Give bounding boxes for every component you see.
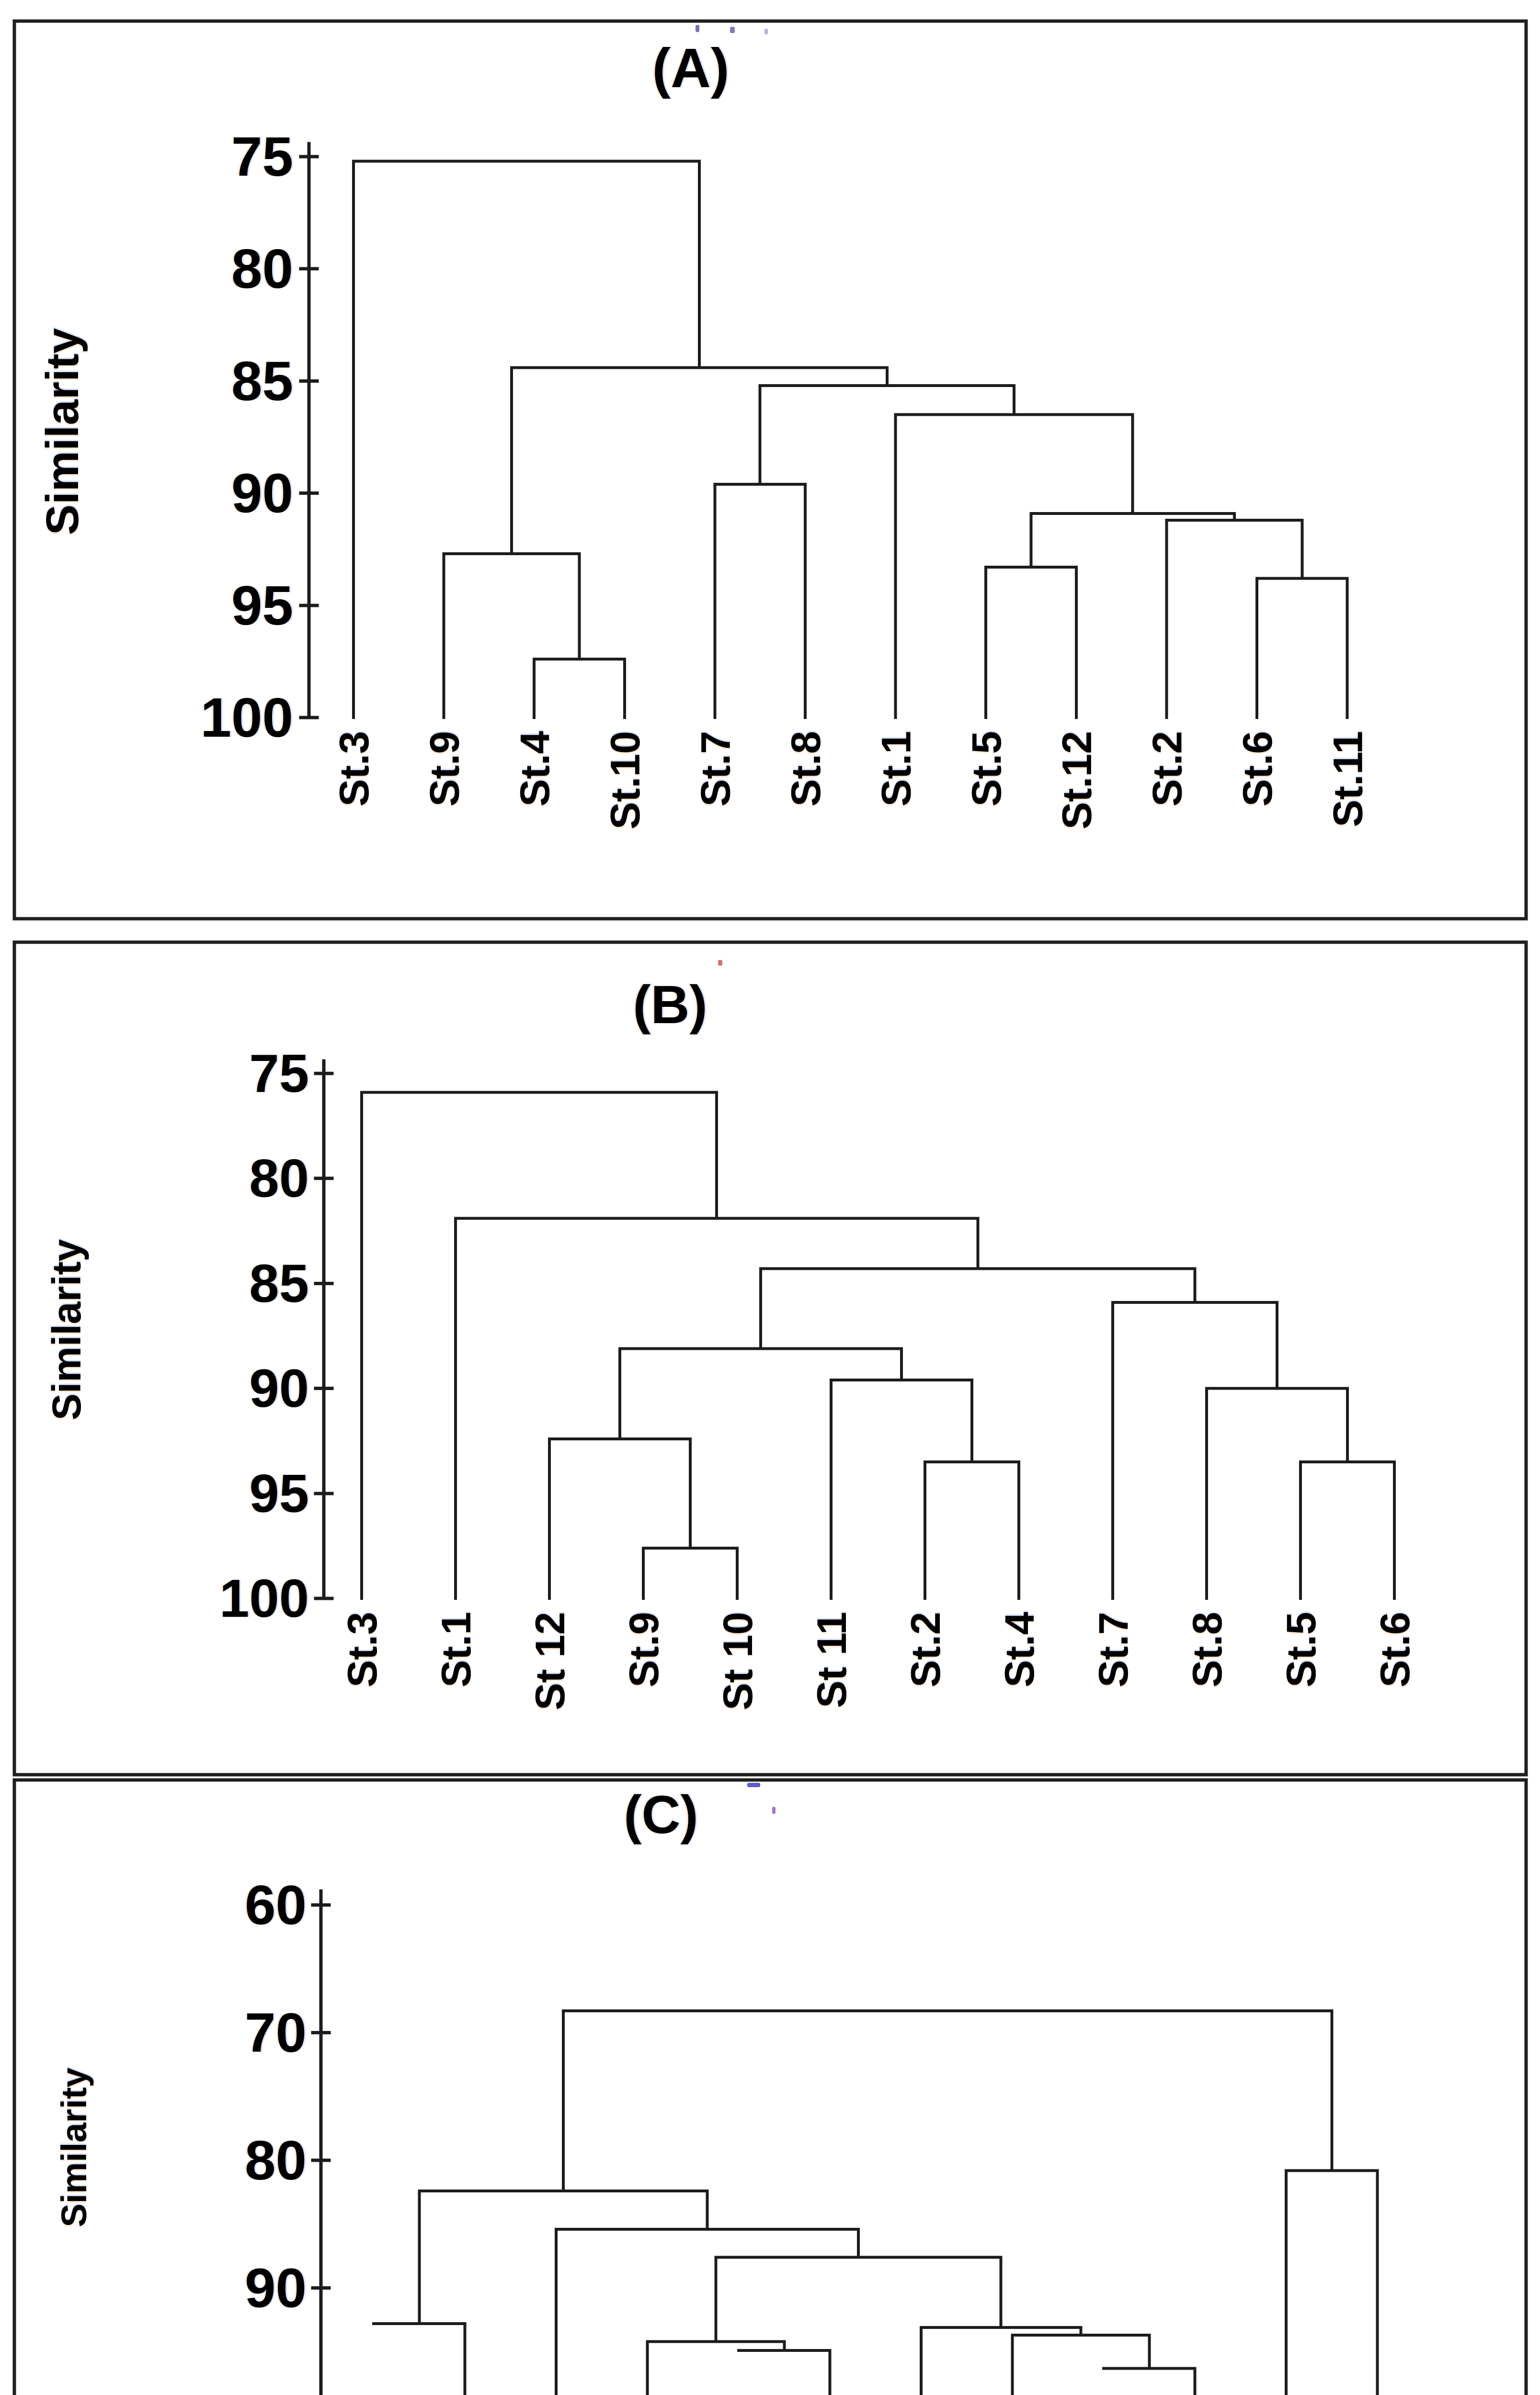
y-axis-tick-label: 100 (219, 1569, 309, 1629)
leaf-label: St.8 (1185, 1612, 1231, 1688)
leaf-label: St.12 (1054, 731, 1100, 830)
leaf-label: St.4 (512, 731, 558, 807)
y-axis-tick-label: 100 (200, 686, 293, 749)
panel-frame (12, 19, 1528, 921)
y-axis-tick-label: 85 (231, 350, 293, 412)
y-axis-title: Similarity (54, 2067, 94, 2227)
leaf-label: St.8 (783, 731, 829, 807)
y-axis-tick-label: 80 (245, 2129, 307, 2191)
leaf-label: St.5 (1278, 1612, 1324, 1688)
y-axis-tick-label: 90 (245, 2257, 307, 2319)
y-axis-title: Similarity (37, 328, 88, 535)
leaf-label: St.6 (1372, 1612, 1418, 1688)
leaf-label: St.1 (874, 731, 920, 807)
dendrogram-panel-b: (B) Similarity 75 80 85 90 95 100 St.3 St.1 St 12 S… (12, 940, 1528, 1777)
leaf-label: St.2 (903, 1612, 949, 1688)
leaf-label: St 12 (527, 1612, 573, 1711)
leaf-label: St.7 (693, 731, 739, 807)
panel-frame (12, 940, 1528, 1777)
leaf-label: St.7 (1091, 1612, 1137, 1688)
leaf-label: St.10 (603, 731, 649, 830)
y-axis-tick-label: 95 (231, 574, 293, 637)
leaf-label: St.6 (1235, 731, 1281, 807)
leaf-label: St.5 (964, 731, 1010, 807)
leaf-label: St.11 (1325, 731, 1371, 827)
dendrogram-panel-a: (A) Similarity 75 80 85 90 95 100 St.3 St.9 St.4 St… (12, 19, 1528, 921)
leaf-label: St.3 (340, 1612, 386, 1688)
y-axis-tick-label: 80 (231, 238, 293, 300)
y-axis-tick-label: 100 (214, 2384, 307, 2395)
dendrogram-panel-c: (C)Similarity60708090100St.3St.8St.7St.6… (12, 1778, 1528, 2395)
y-axis-tick-label: 60 (245, 1874, 307, 1936)
leaf-label: St.9 (621, 1612, 667, 1688)
y-axis-tick-label: 75 (249, 1044, 309, 1104)
stray-mark (718, 960, 722, 966)
y-axis-tick-label: 85 (249, 1254, 309, 1313)
stray-mark (730, 27, 735, 33)
panel-frame (12, 1778, 1528, 2395)
leaf-label: St.4 (997, 1612, 1043, 1688)
stray-mark (747, 1783, 760, 1787)
y-axis-tick-label: 70 (245, 2002, 307, 2064)
y-axis-tick-label: 90 (249, 1358, 309, 1418)
leaf-label: St 11 (809, 1612, 855, 1708)
stray-mark (696, 25, 699, 32)
y-axis-tick-label: 80 (249, 1149, 309, 1209)
y-axis-tick-label: 95 (249, 1463, 309, 1523)
panel-title: (C) (624, 1785, 698, 1845)
y-axis-tick-label: 75 (231, 125, 293, 188)
y-axis-title: Similarity (44, 1239, 89, 1420)
stray-mark (764, 29, 768, 34)
leaf-label: St 10 (715, 1612, 761, 1711)
panel-title: (A) (652, 37, 729, 99)
panel-title: (B) (633, 975, 707, 1035)
leaf-label: St.3 (331, 731, 377, 807)
leaf-label: St.2 (1144, 731, 1190, 807)
stray-mark (772, 1807, 776, 1814)
y-axis-tick-label: 90 (231, 462, 293, 525)
leaf-label: St.9 (422, 731, 468, 807)
leaf-label: St.1 (433, 1612, 479, 1688)
